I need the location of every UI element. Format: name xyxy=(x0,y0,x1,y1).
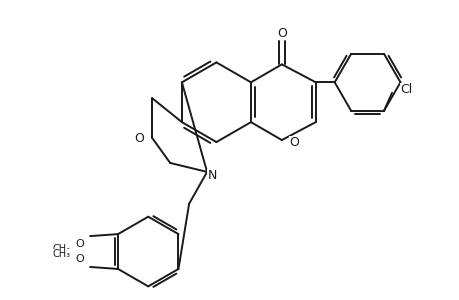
Text: O: O xyxy=(134,132,144,145)
Text: O: O xyxy=(288,136,298,148)
Text: O: O xyxy=(76,239,84,249)
Text: O: O xyxy=(276,27,286,40)
Text: CH₃: CH₃ xyxy=(52,244,70,254)
Text: CH₃: CH₃ xyxy=(52,249,70,259)
Text: N: N xyxy=(207,169,216,182)
Text: Cl: Cl xyxy=(399,83,411,96)
Text: O: O xyxy=(76,254,84,264)
